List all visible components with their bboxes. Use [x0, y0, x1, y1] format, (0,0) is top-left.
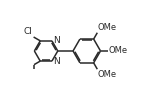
Text: OMe: OMe — [108, 46, 127, 55]
Text: N: N — [53, 57, 60, 66]
Text: N: N — [53, 36, 60, 45]
Text: OMe: OMe — [98, 70, 117, 79]
Text: Cl: Cl — [24, 27, 33, 36]
Text: OMe: OMe — [98, 23, 117, 32]
